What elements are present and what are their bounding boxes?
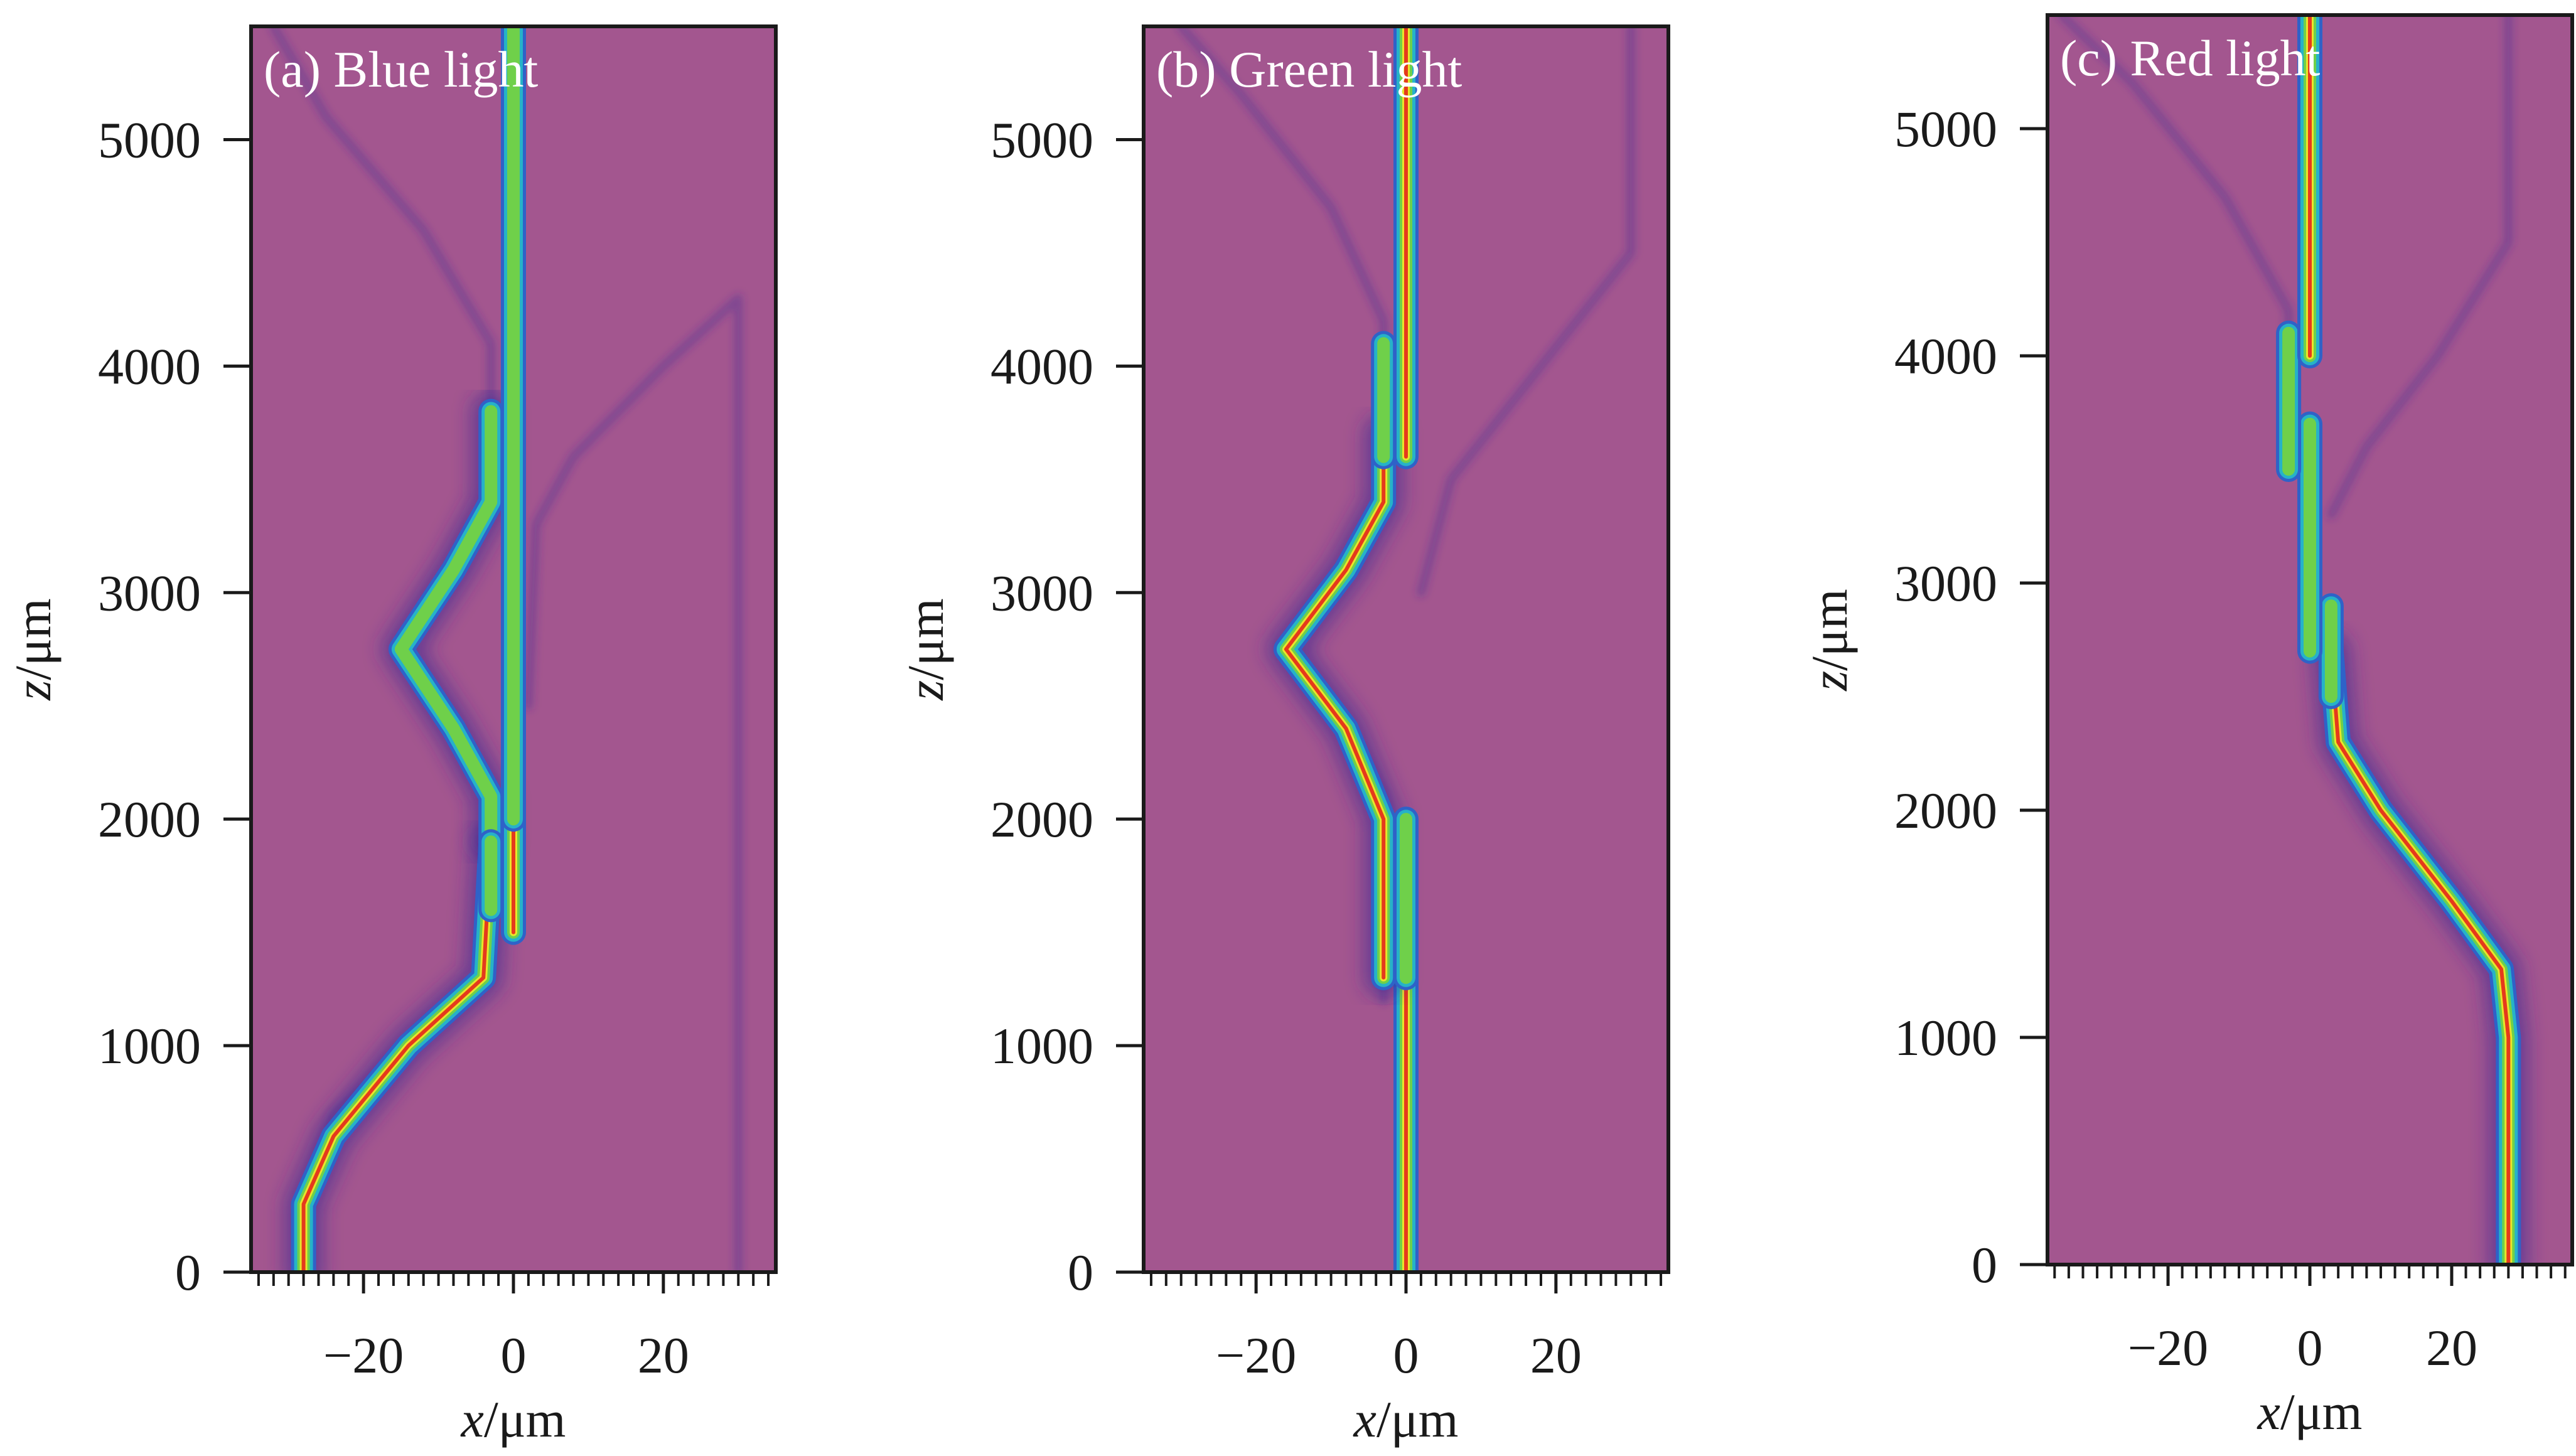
x-tick-label: 0 xyxy=(2297,1319,2323,1376)
x-axis-label: x/μm xyxy=(2257,1383,2363,1440)
y-tick-label: 5000 xyxy=(1894,100,1997,158)
y-tick-label: 2000 xyxy=(98,791,201,848)
x-tick-label: 20 xyxy=(2426,1319,2477,1376)
y-tick-label: 0 xyxy=(1068,1244,1093,1301)
field-beam-1 xyxy=(380,391,512,862)
y-axis-label: z/μm xyxy=(897,598,954,700)
y-tick-label: 4000 xyxy=(990,338,1093,395)
x-tick-label: 0 xyxy=(1393,1327,1419,1384)
x-tick-label: −20 xyxy=(323,1327,404,1384)
x-tick-label: 20 xyxy=(638,1327,689,1384)
x-tick-label: −20 xyxy=(1216,1327,1296,1384)
x-tick-label: −20 xyxy=(2128,1319,2208,1376)
panel-label: (c) Red light xyxy=(2060,29,2321,87)
y-tick-label: 2000 xyxy=(1894,782,1997,839)
panel-b: (b) Green light −20 0 20 0 1000 2000 3000 4000 50… xyxy=(897,24,1670,1448)
waveguide-red-arm xyxy=(2326,15,2513,520)
panel-label: (b) Green light xyxy=(1156,41,1462,98)
y-tick-label: 2000 xyxy=(990,791,1093,848)
y-tick-label: 0 xyxy=(175,1244,201,1301)
x-axis-label: x/μm xyxy=(461,1391,566,1448)
y-tick-label: 3000 xyxy=(990,564,1093,621)
y-tick-label: 5000 xyxy=(990,111,1093,168)
panel-c: (c) Red light −20 0 20 0 1000 2000 3000 4000 5000… xyxy=(1801,13,2574,1440)
waveguide-red-arm xyxy=(523,294,743,1272)
x-axis-label: x/μm xyxy=(1353,1391,1459,1448)
x-tick-label: 20 xyxy=(1530,1327,1582,1384)
panel-a: (a) Blue light −20 0 20 0 1000 2000 3000 4000 500… xyxy=(4,24,778,1448)
x-tick-label: 0 xyxy=(501,1327,527,1384)
y-axis-label: z/μm xyxy=(4,598,62,700)
y-axis-label: z/μm xyxy=(1801,589,1858,691)
y-tick-label: 3000 xyxy=(98,564,201,621)
y-tick-label: 3000 xyxy=(1894,555,1997,612)
field-beam-1 xyxy=(1265,414,1404,998)
waveguide-red-arm xyxy=(1416,26,1636,597)
y-tick-label: 5000 xyxy=(98,111,201,168)
y-tick-label: 0 xyxy=(1972,1236,1997,1293)
y-tick-label: 1000 xyxy=(98,1017,201,1074)
y-tick-label: 4000 xyxy=(98,338,201,395)
y-tick-label: 1000 xyxy=(990,1017,1093,1074)
y-tick-label: 4000 xyxy=(1894,328,1997,385)
field-beam-0 xyxy=(2310,631,2529,1265)
panel-label: (a) Blue light xyxy=(264,41,538,98)
field-beam-0 xyxy=(283,822,512,1272)
y-tick-label: 1000 xyxy=(1894,1009,1997,1066)
